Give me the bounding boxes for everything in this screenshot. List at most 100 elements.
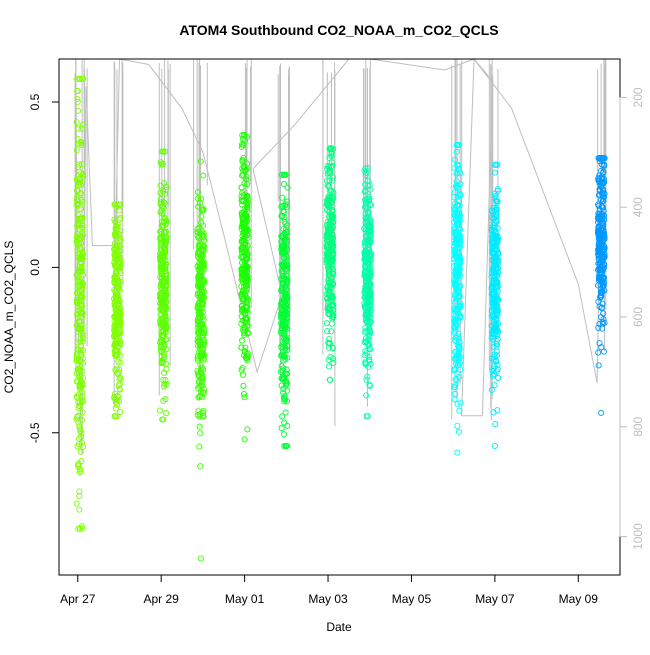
data-point [601, 190, 608, 198]
data-point [157, 321, 164, 328]
data-point [456, 191, 463, 198]
x-tick-label: Apr 27 [60, 592, 96, 606]
data-point [456, 202, 463, 209]
data-point [456, 344, 463, 351]
data-point [163, 260, 170, 268]
data-point [281, 283, 288, 290]
data-point [74, 231, 81, 238]
data-point [111, 300, 118, 307]
data-point [77, 448, 84, 455]
data-point [158, 359, 165, 366]
data-point [197, 463, 204, 470]
data-point [330, 359, 337, 366]
y-axis-label: CO2_NOAA_m_CO2_QCLS [2, 241, 16, 394]
data-point [77, 191, 84, 198]
data-point [113, 365, 120, 372]
data-point [323, 255, 330, 262]
data-point [454, 361, 461, 368]
x-tick-label: May 09 [559, 592, 599, 606]
data-point [75, 460, 82, 467]
data-point [281, 305, 288, 312]
data-point [491, 161, 498, 168]
data-point [490, 316, 497, 323]
data-point [239, 259, 246, 266]
data-point [493, 358, 500, 365]
data-point [366, 333, 373, 340]
data-point [456, 293, 463, 300]
data-point [366, 182, 373, 189]
data-point [367, 271, 374, 278]
y2-tick-label: 600 [631, 307, 645, 327]
data-point [199, 378, 206, 385]
data-point [326, 272, 334, 279]
data-point [79, 525, 86, 532]
data-point [362, 172, 369, 179]
data-point [282, 336, 289, 343]
data-point [283, 378, 290, 385]
data-point [113, 262, 120, 269]
data-point [79, 409, 86, 416]
data-point [454, 422, 461, 429]
data-point [455, 355, 462, 362]
data-point [454, 370, 461, 377]
data-point [239, 156, 246, 163]
data-point [77, 342, 84, 349]
data-point [242, 304, 249, 311]
data-point [329, 222, 336, 229]
data-point [79, 214, 86, 222]
data-point [326, 258, 334, 265]
data-point [328, 247, 335, 254]
data-point [116, 386, 123, 393]
data-point [283, 325, 290, 333]
data-point [198, 364, 206, 371]
data-point [326, 195, 333, 202]
data-point [366, 282, 373, 289]
data-point [157, 300, 164, 307]
data-point [238, 302, 246, 309]
data-point [75, 161, 82, 168]
data-point [451, 396, 458, 403]
data-point [200, 259, 207, 266]
data-point [240, 382, 247, 389]
data-point [278, 246, 285, 253]
data-point [457, 399, 464, 406]
data-point [600, 193, 608, 201]
data-point [198, 230, 205, 237]
data-point [329, 162, 336, 169]
data-point [493, 343, 500, 350]
data-point [596, 216, 604, 223]
data-point [599, 274, 606, 281]
data-point [281, 202, 288, 209]
data-point [284, 387, 291, 394]
data-point [451, 355, 458, 362]
data-point [452, 317, 459, 324]
data-point [158, 338, 165, 346]
data-point [112, 321, 120, 328]
data-point [284, 347, 291, 354]
data-point [453, 170, 460, 177]
data-point [74, 303, 81, 310]
altitude-track-layer [74, 57, 607, 455]
data-point [488, 322, 495, 329]
data-point [596, 172, 603, 179]
data-point [494, 264, 501, 271]
data-point [199, 409, 206, 417]
data-point [453, 334, 460, 341]
data-point [454, 266, 461, 273]
data-point [324, 295, 331, 302]
data-point [200, 230, 207, 237]
data-point [595, 362, 602, 369]
data-point [114, 370, 121, 378]
data-point [454, 249, 461, 256]
data-point [240, 390, 248, 398]
data-point [453, 148, 460, 155]
data-point [454, 169, 461, 177]
cluster-3 [194, 158, 208, 562]
data-point [200, 288, 207, 295]
data-point [74, 95, 81, 103]
data-point [195, 349, 202, 356]
data-point [243, 251, 251, 259]
data-point [367, 291, 374, 298]
data-point [329, 345, 337, 352]
